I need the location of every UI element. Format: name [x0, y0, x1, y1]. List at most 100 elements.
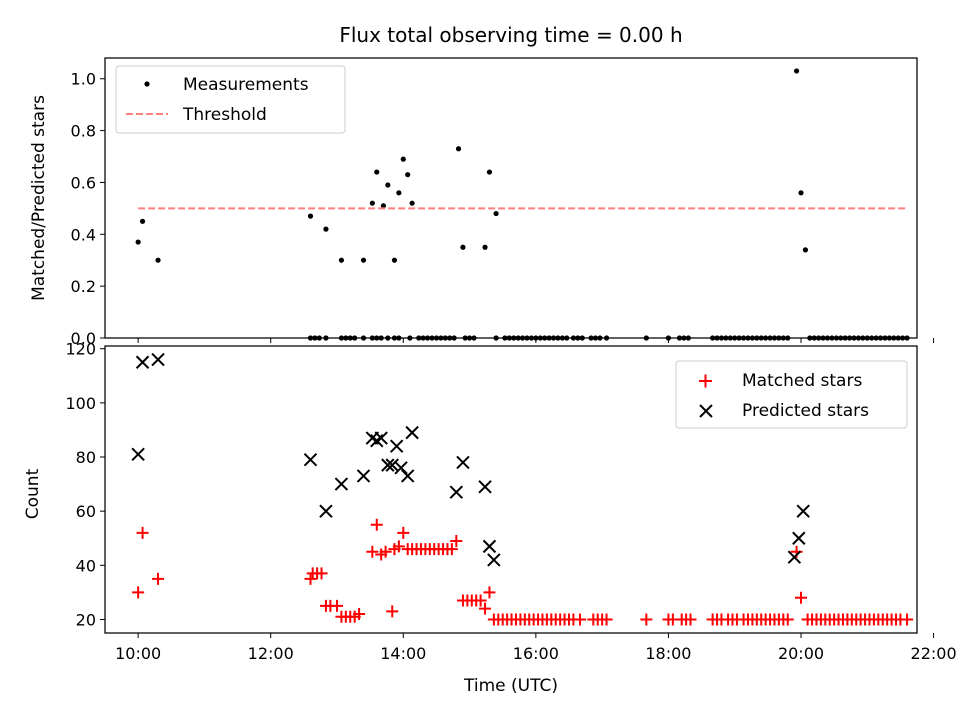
measurement-point	[155, 257, 161, 263]
measurement-point	[542, 335, 548, 341]
measurement-point	[546, 335, 552, 341]
matched-star-point	[392, 540, 405, 553]
measurement-point	[424, 335, 431, 341]
legend-plus-icon	[699, 374, 712, 388]
measurement-point	[714, 335, 720, 341]
matched-star-point	[600, 613, 613, 626]
measurement-point	[816, 335, 822, 341]
bottom-y-axis-label: Count	[23, 468, 43, 519]
matched-star-point	[450, 534, 463, 547]
measurement-point	[785, 335, 791, 341]
measurement-point	[511, 335, 517, 341]
y-tick-label: 100	[65, 394, 96, 413]
measurement-point	[307, 335, 314, 341]
measurement-point	[793, 68, 800, 74]
y-tick-label: 20	[76, 610, 96, 629]
measurement-point	[462, 335, 468, 341]
predicted-star-point	[151, 352, 165, 367]
measurement-point	[460, 244, 466, 250]
measurement-point	[380, 203, 386, 209]
bottom-legend-box	[675, 360, 908, 429]
measurement-point	[842, 335, 848, 341]
measurement-point	[400, 156, 406, 162]
measurement-point	[829, 335, 835, 341]
measurement-point	[369, 200, 375, 206]
matched-star-point	[304, 572, 317, 585]
measurement-point	[603, 335, 610, 341]
measurement-point	[771, 335, 778, 341]
measurement-point	[471, 335, 477, 341]
measurement-point	[873, 335, 879, 341]
matched-star-point	[684, 613, 697, 626]
measurement-point	[385, 182, 391, 188]
measurement-point	[592, 335, 599, 341]
measurement-point	[442, 335, 448, 341]
measurement-point	[847, 335, 853, 341]
measurement-point	[807, 335, 813, 341]
measurement-point	[506, 335, 512, 341]
matched-star-point	[315, 567, 328, 580]
measurement-point	[433, 335, 440, 341]
matched-star-point	[474, 594, 487, 607]
measurement-point	[575, 335, 581, 341]
measurement-point	[360, 335, 367, 341]
x-tick-label: 20:00	[778, 644, 824, 663]
measurement-point	[860, 335, 866, 341]
measurement-point	[665, 335, 672, 341]
measurement-point	[555, 335, 561, 341]
measurement-point	[323, 226, 329, 232]
matched-star-point	[397, 526, 410, 539]
measurement-point	[820, 335, 826, 341]
bottom-y-axis: 20 40 60 80 100 120	[65, 340, 105, 629]
measurement-point	[451, 335, 457, 341]
measurement-point	[482, 244, 488, 250]
measurement-point	[524, 335, 530, 341]
x-tick-label: 10:00	[115, 644, 161, 663]
predicted-star-point	[389, 439, 404, 453]
measurement-point	[776, 335, 782, 341]
legend-dot-icon	[144, 81, 150, 87]
measurement-point	[811, 335, 817, 341]
measurement-point	[466, 335, 473, 341]
measurement-point	[864, 335, 870, 341]
measurement-point	[369, 335, 375, 341]
measurement-point	[343, 335, 349, 341]
matched-star-point	[366, 545, 379, 558]
predicted-star-point	[449, 485, 464, 499]
measurement-point	[869, 335, 875, 341]
measurement-point	[798, 190, 804, 196]
measurement-point	[391, 335, 398, 341]
legend-measurements-label: Measurements	[183, 75, 309, 95]
predicted-star-point	[487, 553, 501, 567]
y-tick-label: 80	[76, 448, 96, 467]
top-panel: 0.0 0.2 0.4 0.6 0.8 1.0 Matched/Predicted sta…	[29, 57, 935, 348]
measurement-point	[736, 335, 742, 341]
y-tick-label: 120	[65, 340, 96, 359]
measurement-point	[740, 335, 747, 341]
matched-star-point	[152, 572, 165, 585]
matched-star-point	[795, 591, 807, 604]
matched-star-point	[136, 526, 149, 539]
measurement-point	[681, 335, 687, 341]
predicted-star-point	[131, 447, 145, 462]
measurement-point	[416, 335, 422, 341]
y-tick-label: 1.0	[71, 70, 96, 89]
measurement-point	[493, 335, 499, 341]
top-y-axis-label: Matched/Predicted stars	[29, 95, 49, 301]
measurement-point	[550, 335, 557, 341]
matched-star-point	[370, 518, 383, 531]
measurement-point	[396, 190, 402, 196]
predicted-star-point	[381, 458, 395, 472]
measurement-point	[502, 335, 508, 341]
measurement-point	[537, 335, 543, 341]
measurement-point	[533, 335, 539, 341]
matched-star-point	[386, 605, 399, 618]
measurement-point	[139, 218, 146, 224]
matched-star-point	[479, 602, 492, 615]
measurement-point	[338, 335, 345, 341]
legend-matched-label: Matched stars	[742, 371, 862, 391]
top-plot-marks	[135, 68, 910, 341]
predicted-star-point	[334, 477, 349, 491]
measurement-point	[385, 335, 391, 341]
bottom-legend: Matched stars Predicted stars	[675, 360, 908, 429]
